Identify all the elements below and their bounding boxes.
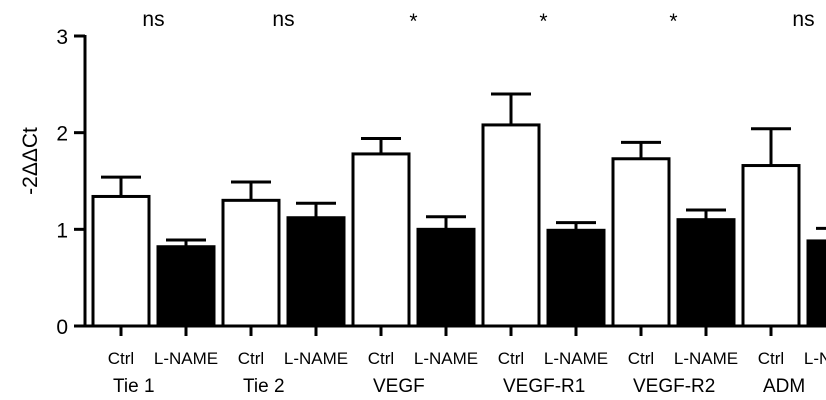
condition-label: L-NAME [674, 349, 738, 368]
bar-l-name-2 [286, 216, 346, 328]
axes: 0 1 2 3 [56, 26, 826, 339]
y-tick-label: 1 [56, 219, 68, 242]
y-tick-label: 3 [56, 26, 68, 49]
condition-label: L-NAME [284, 349, 348, 368]
group-label: VEGF [373, 376, 425, 397]
bar-l-name-6 [806, 239, 826, 328]
significance-label: * [539, 10, 547, 33]
group-label: Tie 2 [243, 376, 285, 397]
condition-label: Ctrl [108, 349, 134, 368]
group-label: VEGF-R1 [503, 376, 585, 397]
significance-label: ns [792, 8, 814, 31]
condition-label: Ctrl [238, 349, 264, 368]
significance-label: ns [272, 8, 294, 31]
group-label: VEGF-R2 [633, 376, 715, 397]
y-axis-label: -2ΔΔCt [19, 127, 42, 195]
bar-ctrl-2 [221, 198, 281, 328]
bar-ctrl-3 [351, 152, 411, 328]
bar-l-name-1 [156, 245, 216, 328]
condition-label: L-NAME [414, 349, 478, 368]
condition-label: Ctrl [498, 349, 524, 368]
group-label: Tie 1 [113, 376, 155, 397]
bar-l-name-5 [676, 218, 736, 328]
bar-l-name-3 [416, 227, 476, 328]
y-tick-label: 0 [56, 316, 68, 339]
bar-l-name-4 [546, 228, 606, 328]
group-label: ADM [763, 376, 805, 397]
bars [91, 92, 826, 328]
condition-label: L-NAME [154, 349, 218, 368]
labels: -2ΔΔCt Ctrl L-NAME Ctrl L-NAME Ctrl L-NAME Ctrl… [19, 8, 826, 397]
significance-label: ns [142, 8, 164, 31]
condition-label: Ctrl [628, 349, 654, 368]
significance-label: * [409, 10, 417, 33]
bar-ctrl-4 [481, 123, 541, 328]
condition-label: Ctrl [368, 349, 394, 368]
condition-label: Ctrl [758, 349, 784, 368]
y-tick-label: 2 [56, 123, 68, 146]
bar-ctrl-1 [91, 194, 151, 328]
condition-label: L-NAME [544, 349, 608, 368]
significance-label: * [669, 10, 677, 33]
bar-ctrl-6 [741, 164, 801, 328]
condition-label: L-NAME [804, 349, 826, 368]
bar-ctrl-5 [611, 157, 671, 328]
